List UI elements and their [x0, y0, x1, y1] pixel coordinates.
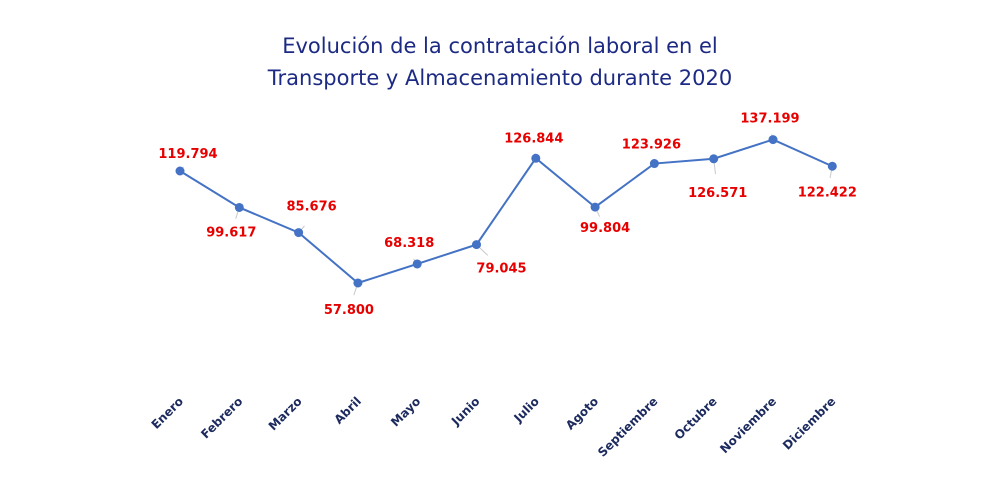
- data-point: [234, 202, 244, 212]
- data-label: 122.422: [798, 185, 857, 200]
- x-tick-label: Septiembre: [595, 394, 660, 459]
- x-tick-label: Abril: [331, 394, 364, 427]
- x-tick-label: Julio: [510, 394, 541, 425]
- data-point: [353, 278, 363, 288]
- x-tick-label: Agoto: [563, 394, 601, 432]
- data-point: [175, 166, 185, 176]
- data-label: 123.926: [622, 138, 681, 153]
- x-tick-label: Noviembre: [717, 394, 779, 456]
- data-label: 79.045: [476, 262, 526, 277]
- data-point: [472, 240, 481, 250]
- x-tick-label: Febrero: [198, 394, 245, 441]
- series-line: [179, 138, 833, 285]
- data-label: 126.571: [688, 186, 747, 201]
- x-tick-label: Marzo: [266, 394, 305, 433]
- data-point: [649, 159, 659, 169]
- data-label: 85.676: [287, 200, 337, 215]
- data-point: [294, 228, 304, 238]
- data-label: 57.800: [324, 303, 374, 318]
- x-tick-label: Enero: [149, 394, 187, 432]
- data-point: [709, 154, 719, 164]
- data-label: 99.804: [580, 221, 630, 236]
- x-tick-label: Junio: [448, 394, 483, 429]
- data-label: 99.617: [206, 225, 256, 240]
- data-label: 68.318: [384, 236, 434, 251]
- x-tick-label: Diciembre: [780, 394, 838, 452]
- data-label: 119.794: [158, 147, 217, 162]
- data-point: [412, 259, 422, 269]
- chart-title-line-2: Transporte y Almacenamiento durante 2020: [267, 66, 733, 90]
- data-point: [768, 135, 778, 145]
- chart-title-line-1: Evolución de la contratación laboral en …: [282, 34, 718, 58]
- data-label: 126.844: [504, 131, 563, 146]
- x-tick-label: Mayo: [388, 394, 423, 429]
- data-point: [827, 161, 837, 171]
- data-label: 137.199: [740, 112, 799, 127]
- chart-title: Evolución de la contratación laboral en …: [0, 30, 1000, 94]
- x-tick-label: Octubre: [672, 394, 720, 442]
- data-point: [531, 153, 541, 163]
- data-point: [590, 202, 600, 212]
